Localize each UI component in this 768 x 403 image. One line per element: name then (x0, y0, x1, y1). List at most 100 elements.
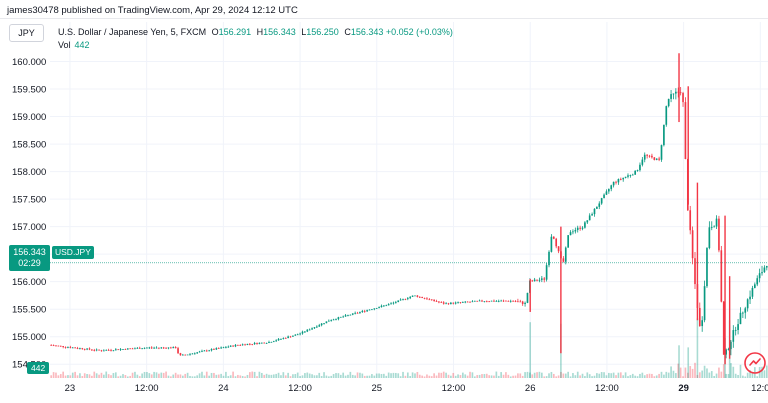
volume-bar (514, 375, 517, 378)
high-label: H (256, 27, 264, 37)
candle-body (103, 350, 105, 352)
last-price-tag: 156.343 02:29 (9, 245, 50, 271)
volume-bar (701, 370, 704, 378)
candle-body (509, 300, 512, 302)
volume-bar (110, 375, 112, 378)
candle-body (708, 227, 711, 249)
volume-bar (337, 373, 340, 378)
candle-body (181, 354, 184, 356)
candle-body (715, 218, 718, 227)
candle-body (306, 329, 309, 332)
volume-bar (418, 374, 421, 378)
volume-bar (615, 375, 617, 378)
volume-bar (555, 376, 558, 378)
candle-body (663, 124, 665, 146)
volume-bar (421, 375, 424, 378)
candle-body (665, 106, 668, 125)
candle-body (574, 229, 577, 232)
candle-body (136, 347, 139, 349)
volume-bar (653, 376, 656, 378)
volume-bar (225, 371, 227, 378)
candle-body (404, 298, 407, 300)
candle-body (150, 347, 153, 349)
candle-body (383, 305, 385, 307)
volume-bar (636, 376, 639, 378)
candle-body (440, 302, 443, 303)
open-label: O (211, 27, 219, 37)
candle-body (447, 303, 450, 305)
volume-bar (165, 371, 167, 378)
volume-bar (765, 365, 768, 378)
published-header: james30478 published on TradingView.com,… (7, 5, 298, 16)
volume-bar (540, 372, 543, 378)
symbol-button[interactable]: JPY (9, 24, 44, 42)
candle-body (385, 305, 388, 307)
candle-body (316, 326, 318, 328)
volume-bar (751, 372, 754, 378)
candle-body (232, 345, 234, 347)
volume-bar (179, 374, 182, 378)
volume-bar (189, 375, 191, 378)
candle-body (158, 347, 160, 349)
candle-body (337, 317, 340, 320)
candle-body (545, 265, 548, 280)
volume-bar (435, 375, 438, 378)
candle-body (572, 231, 574, 233)
candle-body (734, 329, 737, 331)
volume-bar (339, 374, 342, 378)
volume-bar (663, 374, 665, 378)
candle-body (378, 307, 380, 309)
candle-body (225, 347, 227, 349)
candle-body (430, 299, 433, 301)
candle-body (471, 301, 474, 303)
volume-bar (296, 372, 299, 378)
candle-body (280, 338, 282, 340)
volume-bar (550, 371, 553, 378)
volume-bar (260, 372, 263, 378)
chart-frame (0, 18, 768, 403)
volume-bar (191, 376, 194, 378)
candle-body (88, 348, 91, 350)
volume-bar (596, 373, 598, 378)
volume-bar (363, 375, 366, 378)
candle-body (612, 181, 615, 186)
volume-bar (722, 364, 725, 378)
candle-body (624, 176, 627, 178)
candle-body (354, 312, 356, 314)
volume-bar (500, 372, 502, 378)
volume-bar (519, 373, 522, 378)
volume-bar (349, 371, 352, 378)
candle-body (347, 315, 349, 316)
volume-bar (335, 373, 337, 378)
volume-bar (493, 375, 495, 378)
volume-bar (150, 374, 153, 378)
candle-body (282, 337, 285, 339)
candle-body (351, 313, 354, 315)
candle-body (93, 349, 96, 351)
close-label: C (344, 27, 351, 37)
candle-body (62, 346, 65, 347)
candle-body (256, 342, 258, 344)
candle-body (174, 347, 177, 349)
volume-bar (598, 373, 601, 378)
volume-bar (490, 375, 493, 378)
volume-bar (143, 371, 146, 378)
candle-body (320, 323, 323, 326)
volume-bar (91, 375, 93, 378)
volume-bar (251, 371, 254, 378)
volume-bar (469, 371, 471, 378)
volume-bar (119, 375, 122, 378)
candle-body (466, 301, 469, 303)
candle-body (438, 301, 440, 303)
volume-bar (488, 375, 491, 378)
candle-body (744, 308, 747, 313)
candle-body (402, 298, 404, 300)
candle-body (593, 208, 596, 215)
candle-body (246, 343, 249, 345)
volume-bar (217, 374, 220, 378)
candle-body (426, 298, 428, 300)
candle-body (249, 343, 251, 345)
volume-bar (301, 375, 304, 378)
volume-bar (289, 376, 292, 378)
